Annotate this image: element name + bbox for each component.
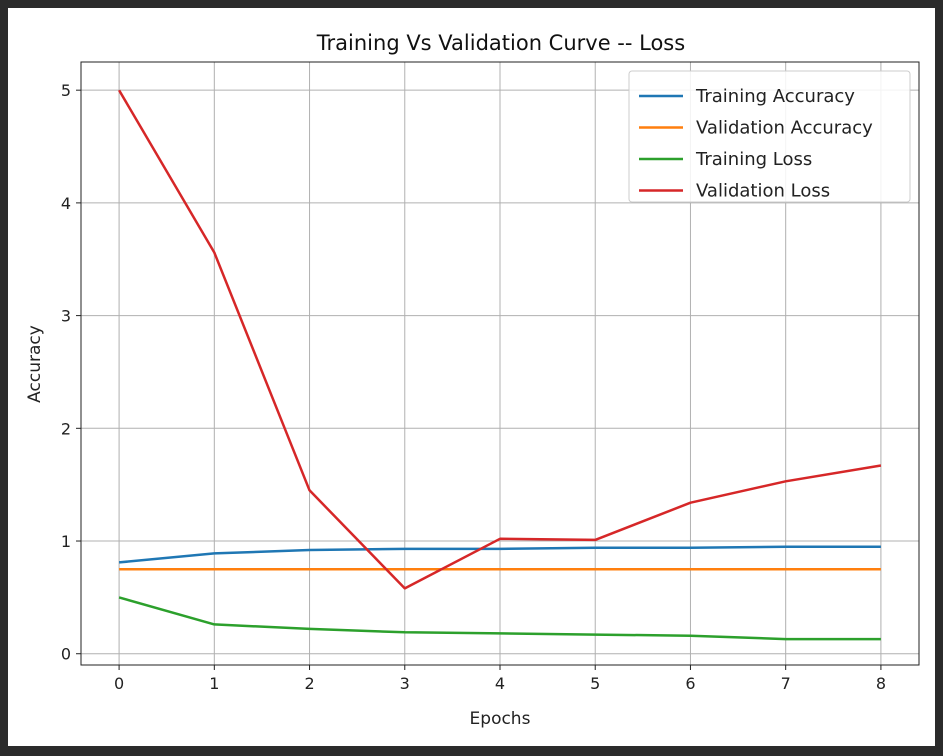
legend: Training Accuracy Validation Accuracy Trai… — [628, 70, 911, 203]
y-tick-label: 1 — [61, 532, 71, 551]
axis-ticks: 0 1 2 3 4 5 6 7 8 0 1 2 3 4 5 — [61, 81, 886, 693]
chart-figure: Training Vs Validation Curve -- Loss 0 1 2… — [8, 8, 935, 746]
x-tick-label: 1 — [209, 674, 219, 693]
x-tick-label: 8 — [876, 674, 886, 693]
y-tick-label: 4 — [61, 194, 71, 213]
y-tick-label: 0 — [61, 645, 71, 664]
x-axis-label: Epochs — [470, 709, 531, 729]
y-tick-label: 3 — [61, 307, 71, 326]
x-tick-label: 5 — [590, 674, 600, 693]
legend-label: Validation Loss — [696, 181, 830, 202]
y-tick-label: 5 — [61, 81, 71, 100]
chart-title: Training Vs Validation Curve -- Loss — [316, 31, 685, 55]
legend-box — [628, 70, 911, 203]
x-tick-label: 7 — [781, 674, 791, 693]
y-axis-label: Accuracy — [25, 325, 45, 403]
series-lines — [118, 89, 882, 641]
x-tick-label: 4 — [495, 674, 505, 693]
series-line-4 — [118, 89, 882, 590]
grid-lines — [81, 62, 919, 665]
y-tick-label: 2 — [61, 419, 71, 438]
x-tick-label: 6 — [685, 674, 695, 693]
series-line-1 — [118, 545, 881, 564]
line-chart: Training Vs Validation Curve -- Loss 0 1 2… — [25, 31, 920, 729]
x-tick-label: 0 — [114, 674, 124, 693]
legend-label: Training Accuracy — [695, 86, 855, 107]
legend-label: Training Loss — [695, 149, 812, 170]
x-tick-label: 3 — [400, 674, 410, 693]
legend-label: Validation Accuracy — [696, 118, 873, 139]
x-tick-label: 2 — [304, 674, 314, 693]
series-line-3 — [118, 596, 881, 641]
